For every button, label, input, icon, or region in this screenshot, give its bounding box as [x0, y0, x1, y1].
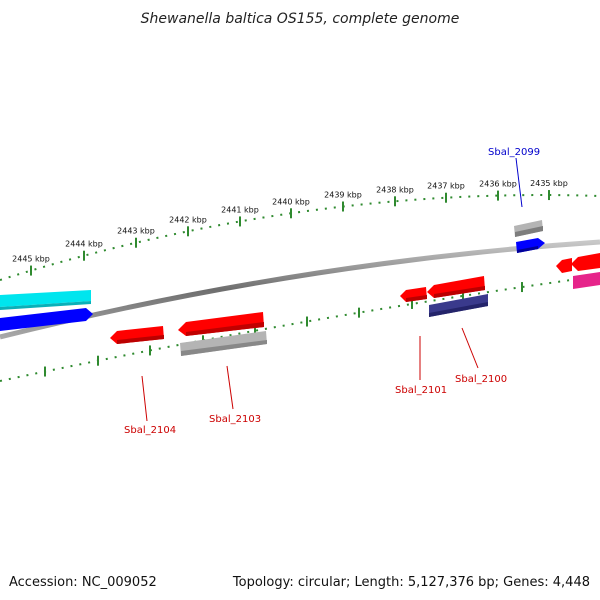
- kbp-tick-label: 2435 kbp: [530, 179, 568, 188]
- kbp-tick-label: 2445 kbp: [12, 255, 50, 264]
- leader-2100: [461, 327, 479, 369]
- kbp-tick-label: 2438 kbp: [376, 185, 414, 194]
- inner-major-ticks: [44, 282, 523, 377]
- gene-label-2104: Sbal_2104: [124, 425, 176, 436]
- gene-2100: [427, 276, 485, 298]
- gene-magenta-right: [573, 272, 600, 289]
- kbp-tick-label: 2440 kbp: [272, 197, 310, 206]
- genome-backbone: [0, 239, 600, 340]
- gene-2101-shade: [406, 295, 427, 302]
- accession-text: Accession: NC_009052: [9, 575, 157, 590]
- gene-label-2100: Sbal_2100: [455, 374, 507, 385]
- kbp-tick-label: 2436 kbp: [479, 180, 517, 189]
- outer-major-ticks: [30, 190, 550, 276]
- leader-2099: [515, 157, 523, 208]
- gene-red-right: [571, 253, 600, 271]
- gene-red-right-small: [556, 258, 572, 273]
- kbp-tick-label: 2442 kbp: [169, 215, 207, 224]
- forward-genes: [0, 220, 545, 331]
- gene-label-2101: Sbal_2101: [395, 385, 447, 396]
- gene-2100-navy-shade: [429, 302, 488, 317]
- kbp-tick-label: 2444 kbp: [65, 240, 103, 249]
- gene-label-2099: Sbal_2099: [488, 147, 540, 158]
- outer-tick-ring: [0, 194, 600, 281]
- gene-2100-shade: [434, 286, 485, 298]
- reverse-genes: [110, 253, 600, 356]
- gene-label-2103: Sbal_2103: [209, 414, 261, 425]
- gene-2103: [178, 312, 264, 336]
- label-leaders: [141, 157, 523, 422]
- gene-2103-shade: [186, 322, 264, 336]
- gene-blue-large: [0, 308, 93, 331]
- gene-cyan: [0, 290, 91, 307]
- gene-2104-shade: [117, 335, 164, 344]
- kbp-tick-label: 2437 kbp: [427, 182, 465, 191]
- leader-2103: [226, 365, 234, 410]
- leader-2104: [141, 375, 148, 422]
- map-title: Shewanella baltica OS155, complete genom…: [141, 11, 460, 27]
- gene-gray-2099-shade: [515, 226, 543, 237]
- kbp-tick-label: 2439 kbp: [324, 191, 362, 200]
- gene-blue-2099-shade: [517, 246, 538, 253]
- gene-2103-gray-shade: [181, 340, 267, 356]
- kbp-tick-label: 2443 kbp: [117, 227, 155, 236]
- gene-cyan-shade: [0, 301, 91, 310]
- kbp-tick-label: 2441 kbp: [221, 205, 259, 214]
- kbp-tick-labels: 2435 kbp 2436 kbp 2437 kbp 2438 kbp 2439 kbp…: [12, 179, 568, 264]
- genome-summary-text: Topology: circular; Length: 5,127,376 bp…: [232, 575, 590, 590]
